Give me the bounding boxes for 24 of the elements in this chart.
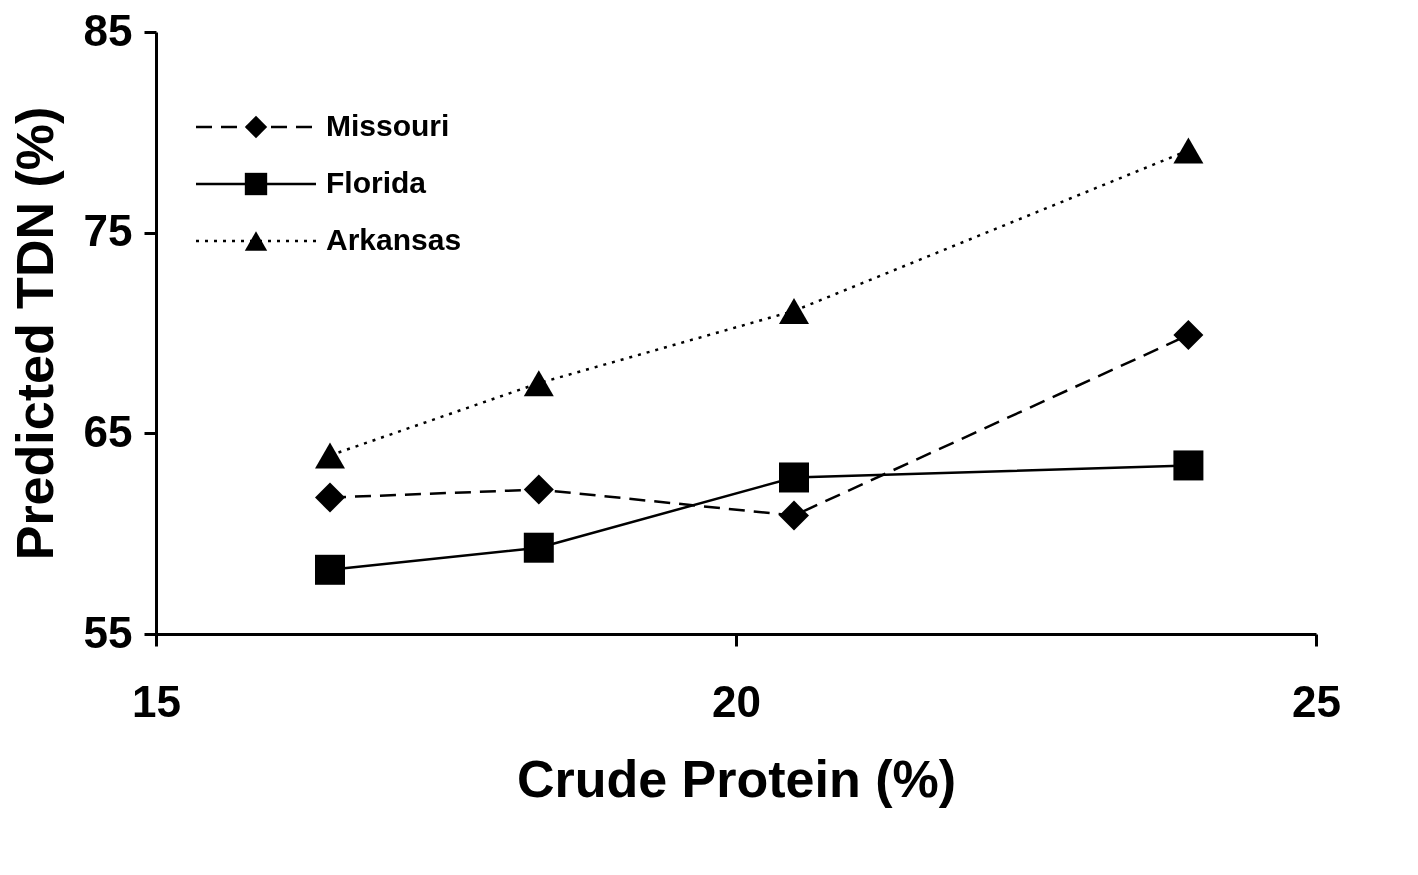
y-tick-label: 75 bbox=[83, 206, 133, 256]
y-tick-label: 55 bbox=[83, 607, 133, 657]
point bbox=[1173, 320, 1204, 351]
legend-label: Arkansas bbox=[326, 223, 462, 256]
y-tick-label: 85 bbox=[83, 5, 133, 55]
y-tick-label: 65 bbox=[83, 406, 133, 456]
x-tick-label: 20 bbox=[712, 676, 761, 726]
point bbox=[315, 554, 345, 585]
point bbox=[779, 462, 809, 493]
point bbox=[315, 482, 345, 513]
point bbox=[523, 474, 554, 505]
point bbox=[1173, 137, 1204, 164]
point bbox=[315, 442, 345, 469]
x-axis-title: Crude Protein (%) bbox=[516, 749, 957, 808]
legend-label: Missouri bbox=[326, 109, 450, 142]
y-axis-title: Predicted TDN (%) bbox=[5, 106, 64, 561]
point bbox=[523, 370, 554, 397]
point bbox=[779, 500, 809, 531]
point bbox=[523, 532, 554, 563]
point bbox=[1173, 450, 1204, 481]
x-tick-label: 15 bbox=[132, 676, 181, 726]
x-tick-label: 25 bbox=[1292, 676, 1341, 726]
point bbox=[779, 297, 809, 324]
legend-label: Florida bbox=[326, 166, 427, 199]
